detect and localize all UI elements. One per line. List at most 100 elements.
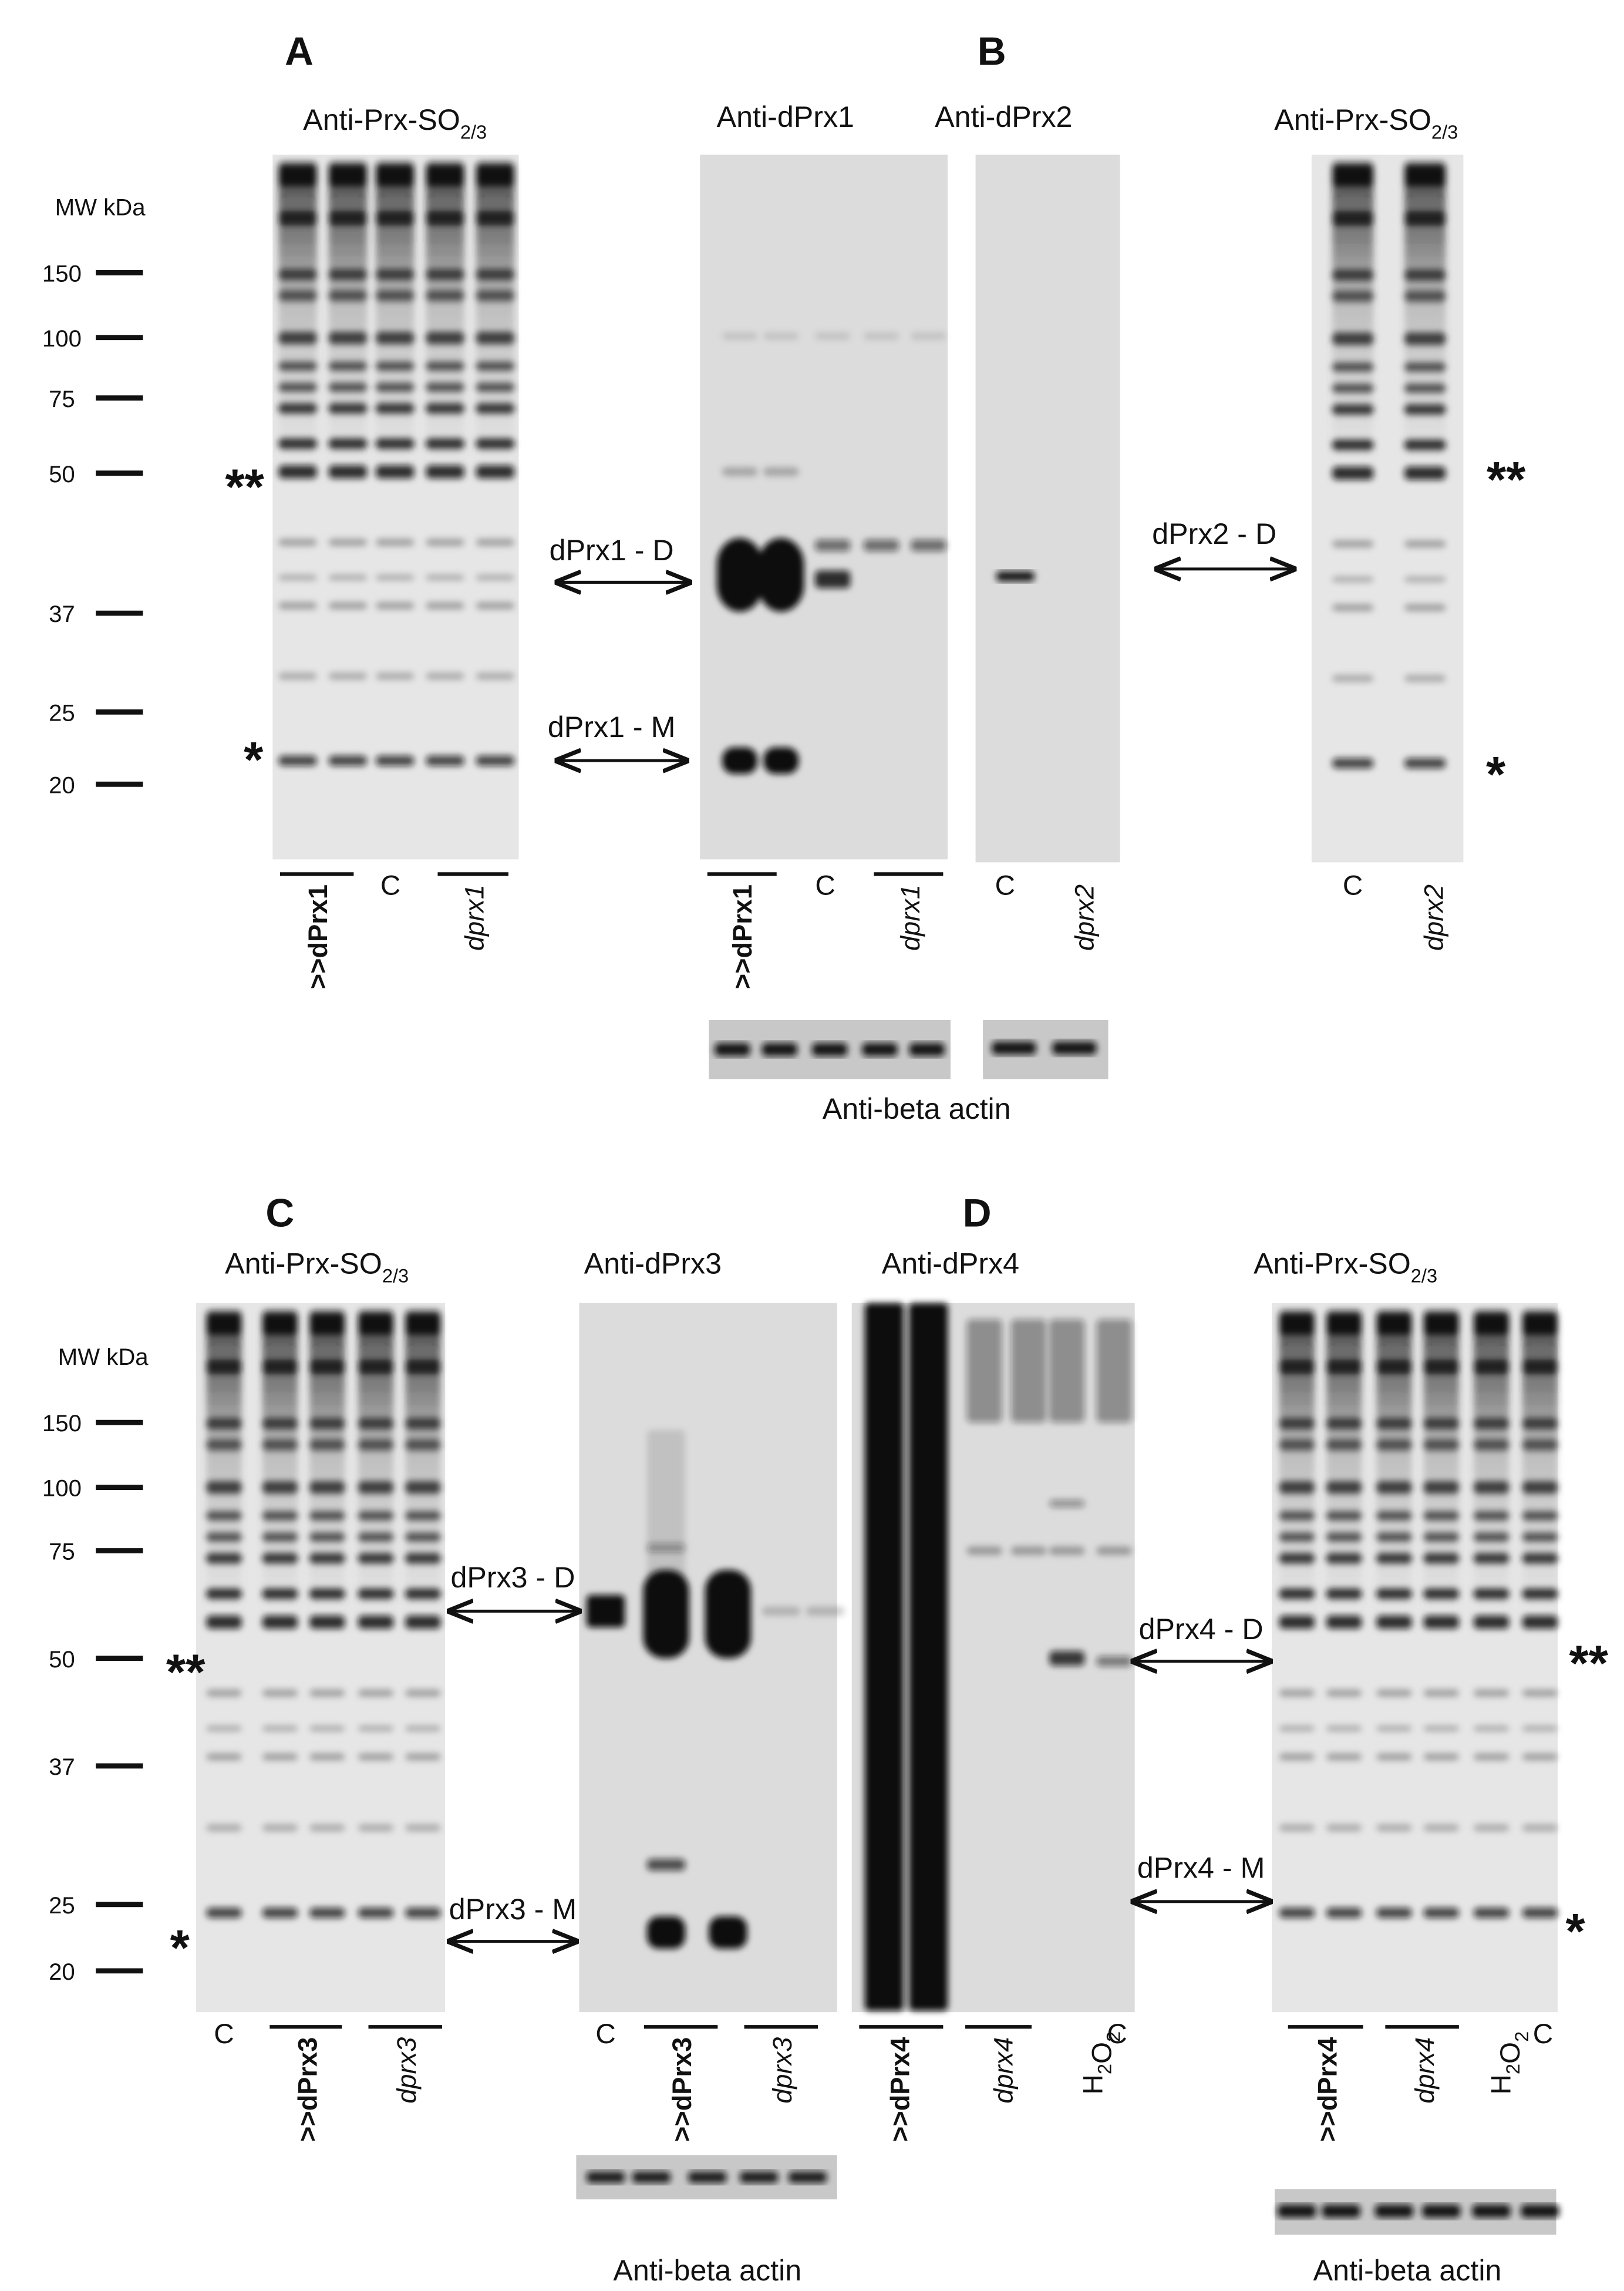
band [1332,383,1374,393]
band [426,465,464,479]
blot [975,154,1120,863]
loading-blot [1275,2189,1556,2235]
text-part: Anti-dPrx1 [717,100,854,133]
band [262,1552,298,1565]
band [1279,1587,1315,1600]
band [763,332,799,340]
band [1423,1552,1459,1565]
band [476,290,514,302]
band [1522,1510,1558,1521]
band [1279,1615,1315,1629]
band [376,402,415,415]
band [1049,1319,1085,1423]
band [309,1587,345,1600]
band [1326,1587,1362,1600]
band [376,574,415,581]
band [376,539,415,546]
band [1376,1753,1412,1761]
band [405,1689,441,1697]
band [262,1725,298,1732]
band [1052,1041,1097,1055]
band [1332,362,1374,372]
band [1423,1824,1459,1832]
arrow-label: dPrx4 - M [1137,1852,1265,1885]
band [1326,1359,1362,1375]
band [788,2171,827,2184]
band [863,539,899,551]
band [376,672,415,680]
asterisk: * [1486,747,1506,803]
band [358,1587,394,1600]
band [1332,540,1374,548]
band [722,747,758,774]
band [1279,1510,1315,1521]
band [476,210,514,226]
band [1404,439,1446,451]
band [1522,1552,1558,1565]
band [1473,1510,1510,1521]
band [909,1042,945,1057]
band [1332,758,1374,769]
band [1423,1615,1459,1629]
band [1522,1908,1558,1918]
text-part: O [1495,2042,1526,2064]
band [278,755,317,766]
subscript: 2/3 [1431,121,1458,143]
band [262,1314,298,1335]
band [1423,1587,1459,1600]
blot-bands [992,1041,1097,1055]
band [426,539,464,546]
band [358,1418,394,1430]
blot [700,154,948,860]
blot-bands [1279,1310,1558,1918]
loading-label: Anti-beta actin [1313,2254,1502,2287]
lane-label: >>dPrx4 [885,2037,915,2142]
band [1376,1689,1412,1697]
band [1404,674,1446,682]
band [1376,1510,1412,1521]
band [1522,1418,1558,1430]
band [1332,332,1374,346]
mw-marker: 20 [49,1959,75,1985]
asterisk: * [244,732,264,788]
band [1096,1656,1132,1667]
text-part: Anti-Prx-SO [303,103,460,136]
panel-letter: C [265,1191,294,1235]
band [1522,1314,1558,1335]
band [709,1916,747,1949]
band [1279,1908,1315,1918]
band [358,1359,394,1375]
band [1010,1319,1047,1423]
band [1376,1587,1412,1600]
band [1522,1689,1558,1697]
band [758,538,804,612]
band [426,331,464,345]
band [1326,1418,1362,1430]
asterisk: ** [1487,452,1526,508]
blot-title: Anti-Prx-SO2/3 [1254,1247,1437,1287]
band [262,1753,298,1761]
band [1522,1439,1558,1451]
loading-label: Anti-beta actin [823,1092,1011,1125]
band [1049,1651,1085,1666]
band [1279,1418,1315,1430]
band [1332,211,1374,226]
band [864,1303,904,2011]
band [206,1510,242,1521]
band [376,165,415,187]
arrow-label: dPrx1 - M [548,711,676,744]
mw-marker: 25 [49,1892,75,1919]
band [862,1042,898,1057]
band [1522,1753,1558,1761]
band [206,1532,242,1543]
band [405,1510,441,1521]
band [763,747,799,774]
band [1473,1481,1510,1495]
band [358,1725,394,1732]
blot-title: Anti-dPrx1 [717,100,854,133]
band [1332,576,1374,583]
band [1404,362,1446,372]
blot-bands [586,2171,827,2184]
band [1522,1725,1558,1732]
band [262,1510,298,1521]
